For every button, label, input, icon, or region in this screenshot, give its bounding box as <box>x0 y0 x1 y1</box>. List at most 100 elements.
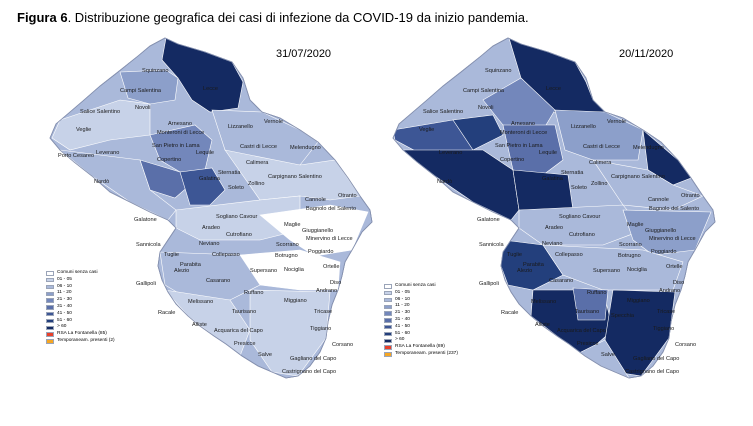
right-town-label: Bagnolo del Salento <box>649 206 699 212</box>
right-district-4 <box>482 77 556 131</box>
right-town-label: Sogliano Cavour <box>559 214 600 220</box>
left-town-label: Corsano <box>332 342 353 348</box>
left-legend-swatch <box>46 305 54 310</box>
right-legend-label: 31 - 40 <box>395 316 410 322</box>
left-legend-item: 41 - 50 <box>46 311 115 318</box>
right-legend-item: Temporaneam. presenti (237) <box>384 351 458 358</box>
right-town-label: Lizzanello <box>571 124 596 130</box>
right-town-label: Andrano <box>659 288 680 294</box>
left-town-label: Tricase <box>314 309 332 315</box>
right-town-label: Sternatia <box>561 170 584 176</box>
left-town-label: Cutrofiano <box>226 232 252 238</box>
right-town-label: Leverano <box>439 150 462 156</box>
right-legend-label: 06 - 10 <box>395 296 410 302</box>
map-date-right: 20/11/2020 <box>619 48 674 60</box>
left-town-label: Maglie <box>284 222 300 228</box>
right-legend-item: 11 - 20 <box>384 303 458 310</box>
left-town-label: Sannicola <box>136 242 161 248</box>
left-town-label: Aradeo <box>202 225 220 231</box>
left-legend-swatch <box>46 339 54 344</box>
left-district-6 <box>58 149 177 221</box>
right-legend-swatch <box>384 318 392 323</box>
left-town-label: Nardò <box>94 179 109 185</box>
left-legend-label: 31 - 40 <box>57 303 72 309</box>
left-town-label: Miggiano <box>284 298 307 304</box>
left-town-label: Poggiardo <box>308 249 334 255</box>
right-town-label: Aradeo <box>545 225 563 231</box>
right-legend-item: > 60 <box>384 337 458 344</box>
right-town-label: Salve <box>601 352 615 358</box>
left-town-label: Alliste <box>192 322 207 328</box>
left-town-label: Acquarica del Capo <box>214 328 263 334</box>
left-town-label: Lecce <box>203 86 218 92</box>
left-legend-item: > 60 <box>46 324 115 331</box>
right-legend-swatch <box>384 290 392 296</box>
left-town-label: Bagnolo del Salento <box>306 206 356 212</box>
left-legend-swatch <box>46 325 54 331</box>
right-legend-label: 51 - 60 <box>395 330 410 336</box>
left-legend-item: 11 - 20 <box>46 290 115 297</box>
left-legend-item: 51 - 60 <box>46 318 115 325</box>
right-legend-swatch <box>384 284 392 289</box>
left-town-label: Racale <box>158 310 175 316</box>
left-town-label: Tiggiano <box>310 326 331 332</box>
right-legend-label: 11 - 20 <box>395 303 410 309</box>
left-legend-label: 21 - 30 <box>57 297 72 303</box>
right-legend-item: 41 - 50 <box>384 324 458 331</box>
right-town-label: Alezio <box>517 268 532 274</box>
right-town-label: Maglie <box>627 222 643 228</box>
right-town-label: San Pietro in Lama <box>495 143 543 149</box>
right-town-label: Diso <box>673 280 684 286</box>
right-legend-swatch <box>384 345 392 350</box>
left-town-label: Ruffano <box>244 290 264 296</box>
right-legend-swatch <box>384 304 392 310</box>
left-district-9 <box>175 195 301 241</box>
left-town-label: Novoli <box>135 105 151 111</box>
left-legend-item: Temporaneam. presenti (2) <box>46 338 115 345</box>
right-town-label: Galatina <box>542 176 564 182</box>
right-town-label: Calimera <box>589 160 612 166</box>
left-legend-item: 01 - 05 <box>46 277 115 284</box>
left-legend-item: Comuni senza casi <box>46 270 115 277</box>
right-legend-label: Temporaneam. presenti (237) <box>395 350 458 356</box>
left-town-label: Monteroni di Lecce <box>157 130 204 136</box>
left-town-label: Nociglia <box>284 267 305 273</box>
left-town-label: Galatone <box>134 217 157 223</box>
right-town-label: Zollino <box>591 181 607 187</box>
left-town-label: Supersano <box>250 268 277 274</box>
right-town-label: Poggiardo <box>651 249 677 255</box>
right-district-2 <box>452 114 504 151</box>
right-town-label: Specchia <box>611 313 635 319</box>
left-legend-item: RSA La Fontanella (85) <box>46 331 115 338</box>
left-town-label: Giuggianello <box>302 228 333 234</box>
left-legend-swatch <box>46 311 54 317</box>
left-legend-label: 01 - 05 <box>57 276 72 282</box>
right-town-label: Castri di Lecce <box>583 144 620 150</box>
right-legend-item: Comuni senza casi <box>384 283 458 290</box>
right-town-label: Tiggiano <box>653 326 674 332</box>
left-legend-swatch <box>46 277 54 283</box>
right-legend-item: 31 - 40 <box>384 317 458 324</box>
left-district-5 <box>179 167 226 206</box>
left-legend-swatch <box>46 271 54 276</box>
right-town-label: Tuglie <box>507 252 522 258</box>
left-town-label: Melissano <box>188 299 213 305</box>
right-town-label: Corsano <box>675 342 696 348</box>
right-town-label: Presicce <box>577 341 598 347</box>
right-legend-item: RSA La Fontanella (89) <box>384 344 458 351</box>
right-town-label: Neviano <box>542 241 563 247</box>
right-legend-item: 21 - 30 <box>384 310 458 317</box>
right-town-label: Cannole <box>648 197 669 203</box>
left-town-label: Copertino <box>157 157 181 163</box>
right-town-label: Otranto <box>681 193 700 199</box>
left-town-label: Leverano <box>96 150 119 156</box>
right-legend-swatch <box>384 311 392 316</box>
right-legend-label: 41 - 50 <box>395 323 410 329</box>
right-town-label: Squinzano <box>485 68 511 74</box>
left-town-label: Botrugno <box>275 253 298 259</box>
right-town-label: Nardò <box>437 179 452 185</box>
left-town-label: Vernole <box>264 119 283 125</box>
left-district-1 <box>119 69 179 105</box>
left-town-label: Salve <box>258 352 272 358</box>
right-district-13 <box>542 244 684 291</box>
